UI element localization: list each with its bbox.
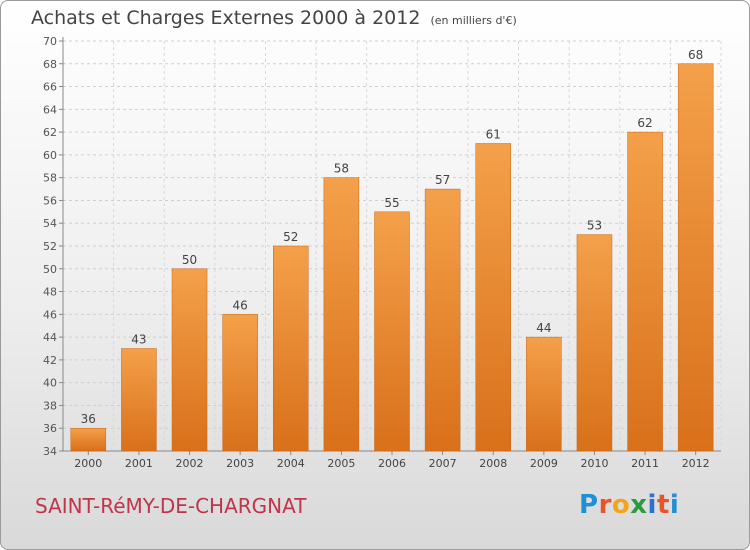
- y-tick-label: 64: [43, 103, 57, 116]
- bar-value-label: 52: [283, 230, 298, 244]
- x-tick-label: 2001: [125, 457, 153, 470]
- y-tick-label: 38: [43, 399, 57, 412]
- y-tick-label: 44: [43, 331, 57, 344]
- bar-value-label: 36: [81, 412, 96, 426]
- y-tick-label: 40: [43, 377, 57, 390]
- logo-letter: t: [656, 490, 670, 520]
- y-tick-label: 70: [43, 35, 57, 48]
- bar-2006: [374, 211, 410, 452]
- x-tick-label: 2012: [682, 457, 710, 470]
- x-tick-label: 2006: [378, 457, 406, 470]
- y-tick-label: 34: [43, 445, 57, 458]
- bar-2007: [424, 188, 461, 452]
- y-tick-label: 54: [43, 217, 57, 230]
- bar-2002: [171, 268, 208, 452]
- y-tick-label: 50: [43, 263, 57, 276]
- bar-2004: [273, 245, 309, 452]
- proxiti-logo[interactable]: Proxiti: [579, 490, 679, 520]
- bar-2011: [627, 131, 663, 452]
- bar-2005: [323, 177, 360, 452]
- y-tick-label: 58: [43, 172, 57, 185]
- x-tick-label: 2009: [530, 457, 558, 470]
- y-tick-label: 48: [43, 286, 57, 299]
- bar-value-label: 43: [131, 333, 146, 347]
- y-tick-label: 52: [43, 240, 57, 253]
- x-tick-label: 2004: [277, 457, 305, 470]
- chart-title: Achats et Charges Externes 2000 à 2012 (e…: [31, 7, 517, 29]
- y-tick-label: 56: [43, 194, 57, 207]
- bar-2009: [526, 336, 562, 452]
- chart-unit: (en milliers d'€): [430, 14, 517, 27]
- bar-value-label: 58: [334, 162, 349, 176]
- bar-value-label: 50: [182, 253, 197, 267]
- bar-value-label: 46: [233, 298, 248, 312]
- x-tick-label: 2008: [479, 457, 507, 470]
- x-tick-label: 2010: [580, 457, 608, 470]
- x-tick-label: 2000: [74, 457, 102, 470]
- y-tick-label: 42: [43, 354, 57, 367]
- commune-name: SAINT-RéMY-DE-CHARGNAT: [35, 494, 307, 518]
- bar-2008: [475, 143, 511, 452]
- bar-value-label: 61: [486, 128, 501, 142]
- y-tick-label: 66: [43, 81, 57, 94]
- bar-value-label: 53: [587, 219, 602, 233]
- chart-title-text: Achats et Charges Externes 2000 à 2012: [31, 7, 421, 29]
- bar-value-label: 62: [637, 116, 652, 130]
- logo-letter: i: [669, 490, 680, 520]
- y-tick-label: 68: [43, 58, 57, 71]
- bar-value-label: 57: [435, 173, 450, 187]
- bar-2001: [121, 348, 157, 452]
- y-tick-label: 60: [43, 149, 57, 162]
- logo-letter: P: [579, 490, 599, 520]
- x-tick-label: 2007: [429, 457, 457, 470]
- y-tick-label: 36: [43, 422, 57, 435]
- bar-value-label: 55: [384, 196, 399, 210]
- bar-value-label: 44: [536, 321, 551, 335]
- x-tick-label: 2002: [176, 457, 204, 470]
- logo-letter: o: [611, 490, 631, 520]
- x-tick-label: 2005: [327, 457, 355, 470]
- y-tick-label: 46: [43, 308, 57, 321]
- logo-letter: i: [647, 490, 657, 520]
- bar-value-label: 68: [688, 48, 703, 62]
- y-tick-label: 62: [43, 126, 57, 139]
- bars: 36 43 50 46 52 58 55 57 61 44 53 62 68: [70, 48, 714, 452]
- logo-letter: r: [598, 490, 612, 520]
- bar-2010: [576, 234, 613, 452]
- x-tick-label: 2011: [631, 457, 659, 470]
- bar-2000: [70, 427, 107, 452]
- bar-2012: [677, 63, 714, 452]
- x-tick-label: 2003: [226, 457, 254, 470]
- logo-letter: x: [630, 490, 648, 520]
- bar-2003: [222, 314, 258, 452]
